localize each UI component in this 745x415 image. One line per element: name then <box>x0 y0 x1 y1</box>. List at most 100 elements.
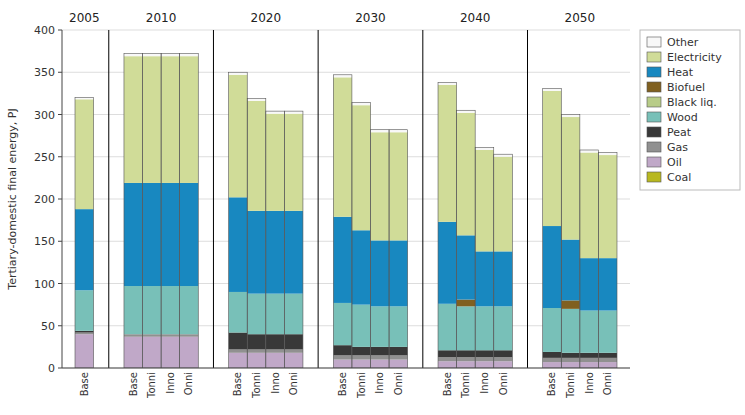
tick-label: 50 <box>41 320 55 333</box>
bar-segment <box>389 132 408 240</box>
bar-segment <box>333 217 352 303</box>
tick-label: 300 <box>34 109 55 122</box>
bar-segment <box>389 347 408 355</box>
bar-segment <box>75 331 94 333</box>
category-label: Tonni <box>460 372 471 399</box>
bar-outline <box>143 54 162 368</box>
grid-line <box>62 30 630 31</box>
tick-mark <box>58 114 62 115</box>
grid-line <box>62 368 630 369</box>
group-label: 2030 <box>355 11 386 25</box>
bar-segment <box>457 350 476 357</box>
bar-segment <box>494 251 513 306</box>
bar-segment <box>284 211 303 294</box>
legend-label: Other <box>667 36 699 49</box>
bar-segment <box>561 309 580 353</box>
bar-segment <box>352 305 371 347</box>
bar-segment <box>580 311 599 353</box>
bar-segment <box>229 353 248 368</box>
category-label: Inno <box>584 372 595 394</box>
tick-label: 200 <box>34 193 55 206</box>
tick-label: 350 <box>34 66 55 79</box>
legend-swatch <box>647 67 661 77</box>
legend-label: Coal <box>667 171 691 184</box>
bar-segment <box>352 103 371 106</box>
bar-segment <box>247 101 266 211</box>
bar-segment <box>543 352 562 358</box>
bar-segment <box>284 294 303 335</box>
bar-segment <box>494 357 513 361</box>
bar-segment <box>438 350 457 357</box>
bar-segment <box>598 353 617 358</box>
category-label: Inno <box>374 372 385 394</box>
bar-segment <box>352 355 371 359</box>
legend-label: Wood <box>667 111 698 124</box>
bar-segment <box>389 355 408 359</box>
bar-segment <box>229 349 248 352</box>
bar-segment <box>475 147 494 150</box>
bar-segment <box>475 361 494 368</box>
bar-segment <box>370 347 389 355</box>
bar-segment <box>229 72 248 75</box>
bar-segment <box>598 258 617 310</box>
bar-segment <box>143 54 162 57</box>
bar-segment <box>438 357 457 361</box>
bar-segment <box>370 306 389 347</box>
bar-segment <box>543 91 562 226</box>
bar-outline <box>543 88 562 368</box>
bar-segment <box>494 361 513 368</box>
bar-segment <box>266 294 285 335</box>
bar-segment <box>580 150 599 153</box>
bar-segment <box>333 303 352 345</box>
tick-mark <box>58 241 62 242</box>
bar-segment <box>143 56 162 183</box>
bar-segment <box>561 358 580 362</box>
category-label: Onni <box>183 372 194 395</box>
category-label: Onni <box>498 372 509 395</box>
bar-segment <box>124 334 143 337</box>
legend-label: Heat <box>667 66 694 79</box>
bar-segment <box>143 337 162 368</box>
group-separator <box>108 30 109 368</box>
bar-segment <box>266 353 285 368</box>
bar-outline <box>438 82 457 368</box>
bar-segment <box>457 306 476 350</box>
x-axis-line <box>62 368 630 369</box>
bar-segment <box>247 98 266 101</box>
category-label: Base <box>337 372 348 396</box>
bar-segment <box>143 286 162 334</box>
tick-label: 0 <box>48 362 55 375</box>
category-label: Inno <box>479 372 490 394</box>
bar-segment <box>161 334 180 337</box>
bar-outline <box>457 110 476 368</box>
bar-segment <box>543 362 562 368</box>
bar-segment <box>561 115 580 118</box>
legend-label: Gas <box>667 141 688 154</box>
bar-segment <box>247 294 266 335</box>
category-label: Inno <box>270 372 281 394</box>
legend-swatch <box>647 142 661 152</box>
bar-segment <box>284 349 303 352</box>
tick-mark <box>58 368 62 369</box>
bar-outline <box>124 54 143 368</box>
bar-segment <box>370 240 389 306</box>
bar-segment <box>543 308 562 352</box>
bar-outline <box>229 72 248 368</box>
y-axis-line <box>62 30 63 368</box>
bar-segment <box>352 105 371 230</box>
bar-segment <box>333 75 352 78</box>
legend-swatch <box>647 127 661 137</box>
bar-segment <box>561 300 580 308</box>
bar-segment <box>352 360 371 368</box>
category-label: Base <box>442 372 453 396</box>
bar-segment <box>284 353 303 368</box>
bar-segment <box>389 360 408 368</box>
bar-segment <box>266 211 285 294</box>
legend-swatch <box>647 37 661 47</box>
legend-label: Oil <box>667 156 682 169</box>
bar-segment <box>124 183 143 286</box>
tick-mark <box>58 199 62 200</box>
bar-outline <box>266 111 285 368</box>
legend-label: Electricity <box>667 51 722 64</box>
bar-outline <box>598 153 617 368</box>
